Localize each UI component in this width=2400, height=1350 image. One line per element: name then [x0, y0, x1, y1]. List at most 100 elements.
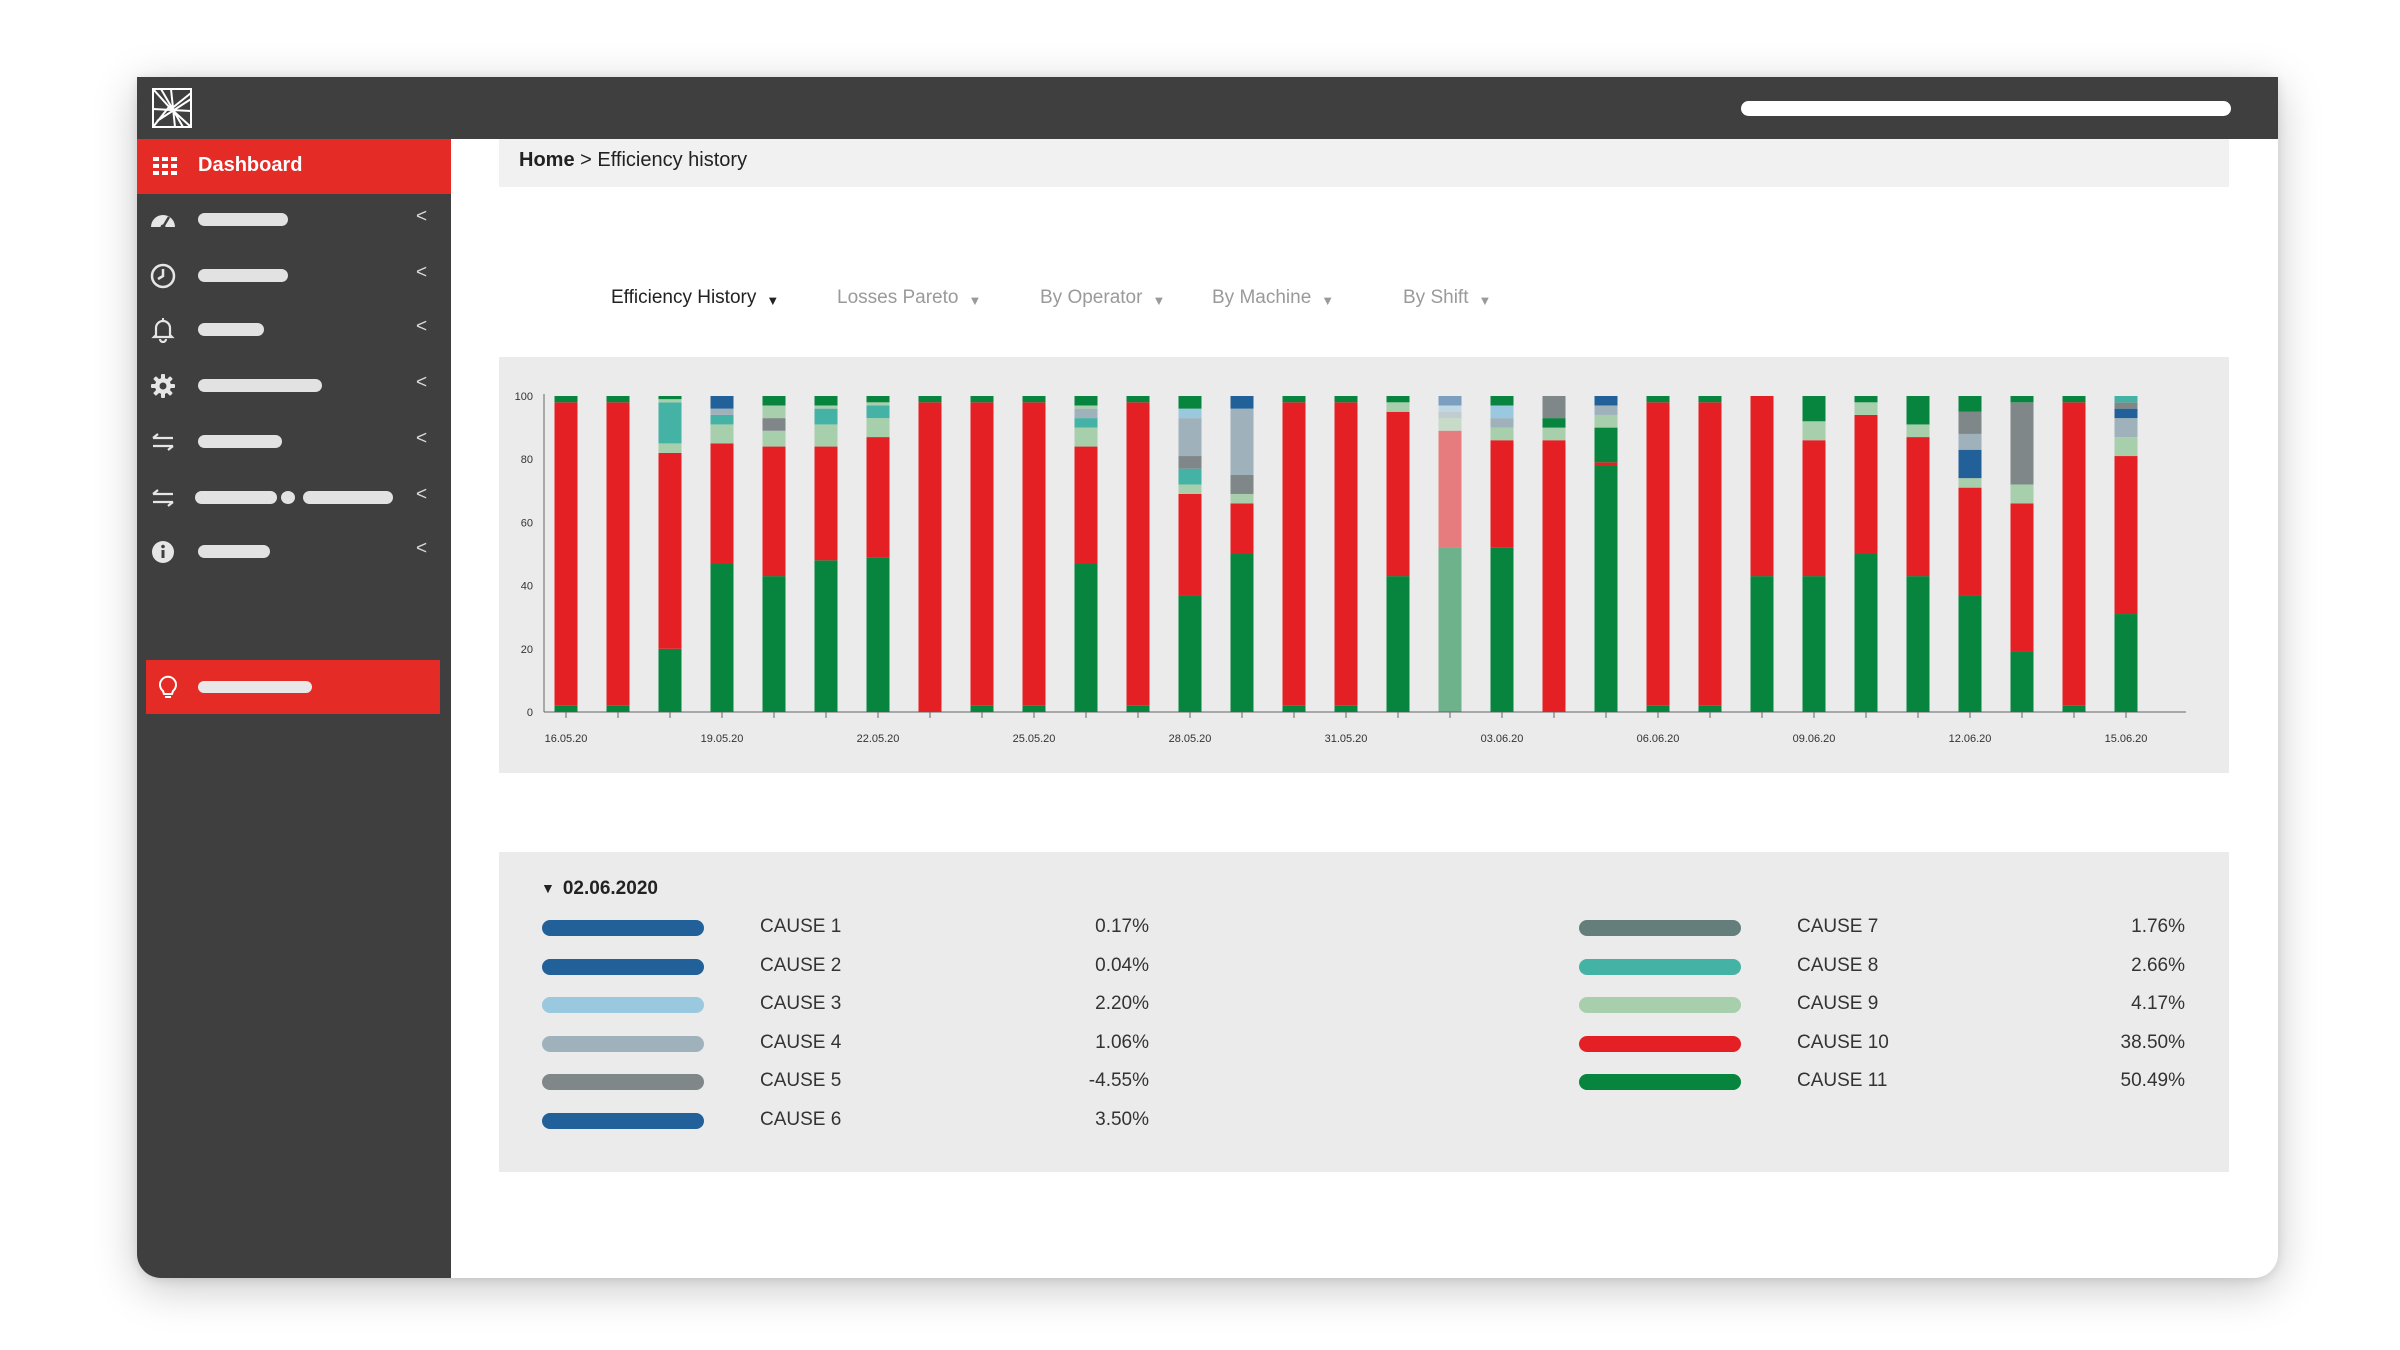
efficiency-chart-panel: 0 20 40 60 80 100 16.05.20 19.05.20 22.05.20 25.0…	[499, 357, 2229, 773]
sidebar-item-performance[interactable]: <	[137, 195, 451, 245]
bar-segment-c11	[1178, 396, 1202, 409]
x-tick-label: 25.05.20	[1013, 733, 1056, 745]
bar-segment-c10	[1282, 402, 1306, 706]
y-tick-label: 100	[515, 391, 533, 403]
bar-segment-c11	[2010, 396, 2034, 403]
bar-segment-c11	[1698, 396, 1722, 403]
cause-name: CAUSE 1	[760, 916, 842, 937]
bar-segment-c10	[2010, 503, 2034, 652]
triangle-down-icon: ▼	[541, 880, 555, 896]
bar-segment-c10	[1906, 437, 1930, 577]
causes-date-toggle[interactable]: ▼ 02.06.2020	[541, 878, 658, 900]
cause-name: CAUSE 2	[760, 954, 842, 976]
bar-segment-c9	[2010, 484, 2034, 504]
bar-segment-c9	[1230, 493, 1254, 504]
bar-segment-c11	[1178, 595, 1202, 712]
cause-color-swatch	[1579, 997, 1741, 1013]
x-tick-label: 28.05.20	[1169, 733, 1212, 745]
bar-segment-c11	[1022, 396, 1046, 403]
bar-segment-c11	[2114, 614, 2138, 712]
clock-icon	[150, 263, 176, 289]
chevron-left-icon: <	[416, 538, 428, 559]
sidebar-item-alerts[interactable]: <	[137, 305, 451, 355]
cause-row[interactable]: CAUSE 5 -4.55%	[542, 1067, 1149, 1097]
bar-segment-c4	[1438, 411, 1462, 419]
bar-segment-c4	[710, 408, 734, 415]
bar-segment-c11	[1282, 396, 1306, 403]
bar-segment-c11	[2062, 396, 2086, 403]
bar-segment-c6	[1958, 449, 1982, 479]
cause-row[interactable]: CAUSE 6 3.50%	[542, 1106, 1149, 1136]
bar-segment-c11	[1542, 418, 1566, 428]
cause-color-swatch	[542, 1035, 704, 1052]
sidebar-item-label	[198, 323, 264, 336]
bar-segment-c6	[710, 396, 734, 409]
tab-efficiency-history[interactable]: Efficiency History ▼	[611, 287, 779, 309]
bar-segment-c11	[1490, 396, 1514, 406]
sidebar-item-exchange[interactable]: <	[137, 473, 451, 523]
bar-segment-c10	[1022, 402, 1046, 706]
bar-segment-c10	[1542, 440, 1566, 712]
cause-row[interactable]: CAUSE 9 4.17%	[1579, 990, 2185, 1020]
breadcrumb-home[interactable]: Home	[519, 149, 575, 171]
sidebar-item-transfers[interactable]: <	[137, 417, 451, 467]
causes-date: 02.06.2020	[562, 878, 658, 899]
sidebar-item-insights[interactable]	[146, 660, 440, 714]
bar-segment-c11	[814, 396, 838, 406]
bar-segment-c3	[1438, 405, 1462, 412]
search-bar[interactable]	[1741, 101, 2231, 116]
bar-segment-c5	[2010, 402, 2034, 485]
cause-percentage: 4.17%	[2131, 993, 2185, 1014]
cause-row[interactable]: CAUSE 2 0.04%	[542, 952, 1149, 982]
speedometer-icon	[151, 215, 175, 230]
y-tick-label: 60	[521, 517, 533, 529]
cause-row[interactable]: CAUSE 8 2.66%	[1579, 952, 2185, 982]
bar-segment-c4	[1958, 433, 1982, 450]
bar-segment-c11	[1126, 705, 1150, 712]
efficiency-chart: 0 20 40 60 80 100 16.05.20 19.05.20 22.05.20 25.0…	[515, 391, 2186, 745]
bar-segment-c11	[1646, 705, 1670, 712]
sidebar-item-settings[interactable]: <	[137, 361, 451, 411]
cause-row[interactable]: CAUSE 3 2.20%	[542, 990, 1149, 1020]
bar-segment-c11	[1438, 547, 1462, 712]
bar-segment-c9	[866, 402, 890, 406]
bar-segment-c9	[1490, 427, 1514, 441]
tab-losses-pareto[interactable]: Losses Pareto ▼	[837, 287, 981, 309]
lightbulb-icon	[159, 675, 177, 698]
breadcrumb-current: Efficiency history	[597, 149, 748, 171]
sidebar-item-dashboard[interactable]: Dashboard	[137, 139, 451, 194]
tab-by-shift[interactable]: By Shift ▼	[1403, 287, 1491, 309]
bar-segment-c9	[1074, 405, 1098, 409]
bar-segment-c8	[814, 408, 838, 425]
view-tabs: Efficiency History ▼ Losses Pareto ▼ By Op…	[499, 287, 2229, 327]
caret-down-icon: ▼	[1478, 293, 1492, 308]
bar-segment-c11	[1022, 705, 1046, 712]
cause-row[interactable]: CAUSE 4 1.06%	[542, 1029, 1149, 1059]
cause-row[interactable]: CAUSE 10 38.50%	[1579, 1029, 2185, 1059]
bar-segment-c10	[1698, 402, 1722, 706]
bar-segment-c9	[658, 443, 682, 453]
tab-by-machine[interactable]: By Machine ▼	[1212, 287, 1334, 309]
bar-segment-c6	[1230, 396, 1254, 409]
tab-by-operator[interactable]: By Operator ▼	[1040, 287, 1165, 309]
sidebar: Dashboard < <	[137, 139, 451, 1278]
cause-percentage: 0.17%	[1095, 916, 1149, 937]
sidebar-item-label	[198, 435, 282, 448]
bar-segment-c11	[1854, 554, 1878, 712]
app-logo[interactable]	[151, 87, 193, 129]
cause-row[interactable]: CAUSE 1 0.17%	[542, 913, 1149, 943]
sidebar-item-label	[198, 545, 270, 558]
x-tick-label: 22.05.20	[857, 733, 900, 745]
bar-segment-c4	[1178, 418, 1202, 457]
bar-segment-c10	[554, 402, 578, 706]
bar-segment-c5	[2114, 402, 2138, 409]
cause-row[interactable]: CAUSE 7 1.76%	[1579, 913, 2185, 943]
cause-color-swatch	[542, 1112, 704, 1129]
sidebar-item-history[interactable]: <	[137, 251, 451, 301]
x-tick-label: 16.05.20	[545, 733, 588, 745]
sidebar-item-info[interactable]: <	[137, 527, 451, 577]
cause-row[interactable]: CAUSE 11 50.49%	[1579, 1067, 2185, 1097]
bar-segment-c10	[1490, 440, 1514, 548]
tab-label: Losses Pareto	[837, 287, 959, 308]
y-tick-label: 40	[521, 581, 533, 593]
